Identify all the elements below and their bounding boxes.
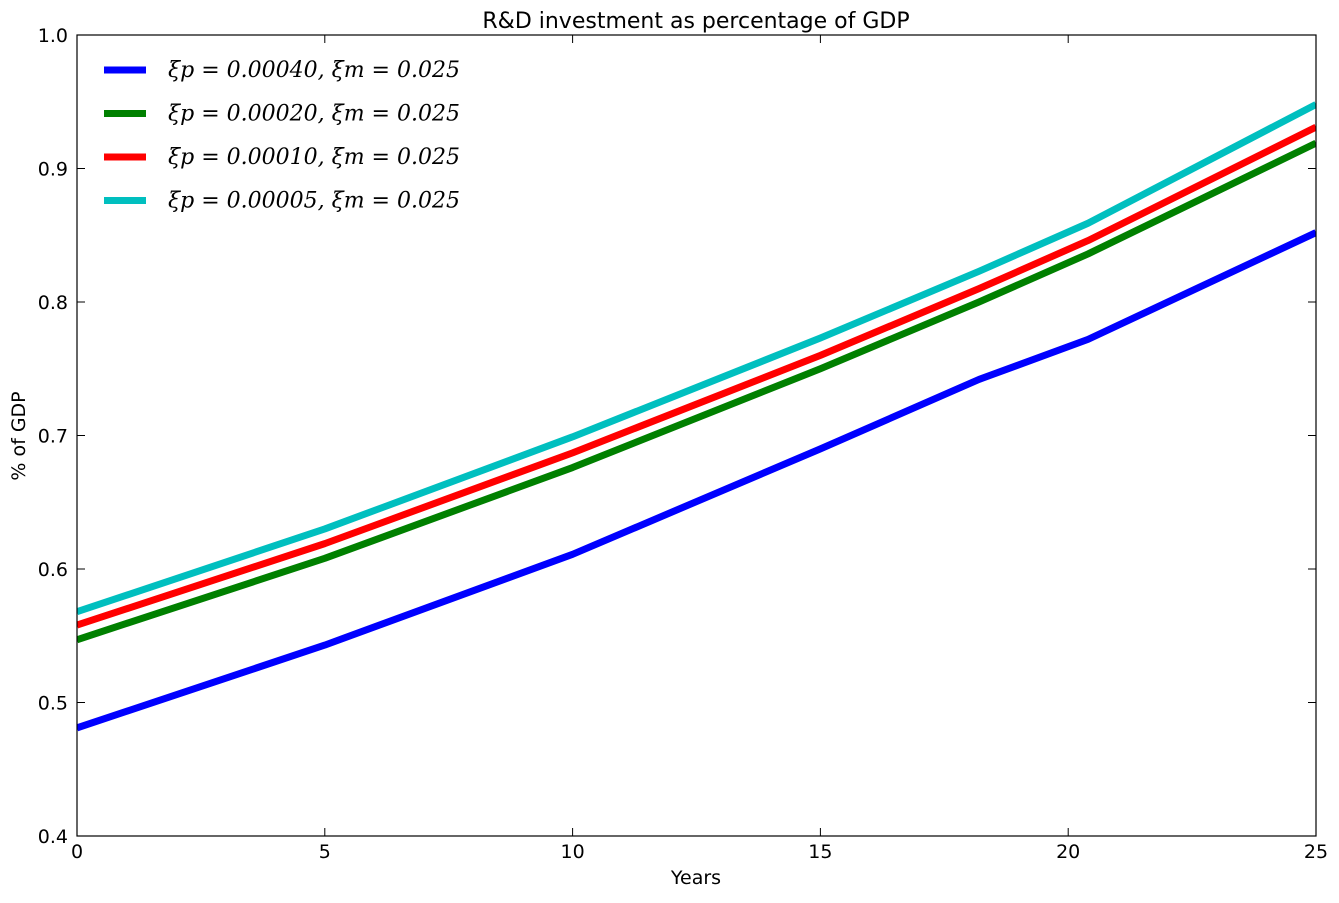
y-tick-label: 0.6 bbox=[38, 559, 68, 581]
x-tick-label: 20 bbox=[1056, 841, 1080, 863]
x-tick-label: 5 bbox=[319, 841, 331, 863]
chart-title: R&D investment as percentage of GDP bbox=[482, 9, 909, 34]
y-tick-label: 0.8 bbox=[38, 292, 68, 314]
y-tick-label: 1.0 bbox=[38, 25, 68, 47]
legend-label-2: ξp = 0.00020, ξm = 0.025 bbox=[168, 102, 460, 127]
y-tick-label: 0.4 bbox=[38, 826, 68, 848]
x-tick-label: 25 bbox=[1304, 841, 1328, 863]
legend-label-4: ξp = 0.00005, ξm = 0.025 bbox=[168, 189, 460, 214]
y-axis-label: % of GDP bbox=[8, 391, 30, 480]
series-line-1 bbox=[77, 229, 1316, 732]
y-tick-label: 0.7 bbox=[38, 426, 68, 448]
x-axis-label: Years bbox=[670, 867, 721, 889]
y-tick-label: 0.5 bbox=[38, 693, 68, 715]
series-line-4 bbox=[77, 101, 1316, 616]
x-tick-label: 10 bbox=[561, 841, 585, 863]
x-tick-label: 0 bbox=[71, 841, 83, 863]
series-line-2 bbox=[77, 139, 1316, 644]
legend-label-1: ξp = 0.00040, ξm = 0.025 bbox=[168, 58, 460, 83]
x-tick-label: 15 bbox=[808, 841, 832, 863]
y-tick-label: 0.9 bbox=[38, 159, 68, 181]
legend-label-3: ξp = 0.00010, ξm = 0.025 bbox=[168, 145, 460, 170]
series-line-3 bbox=[77, 123, 1316, 629]
